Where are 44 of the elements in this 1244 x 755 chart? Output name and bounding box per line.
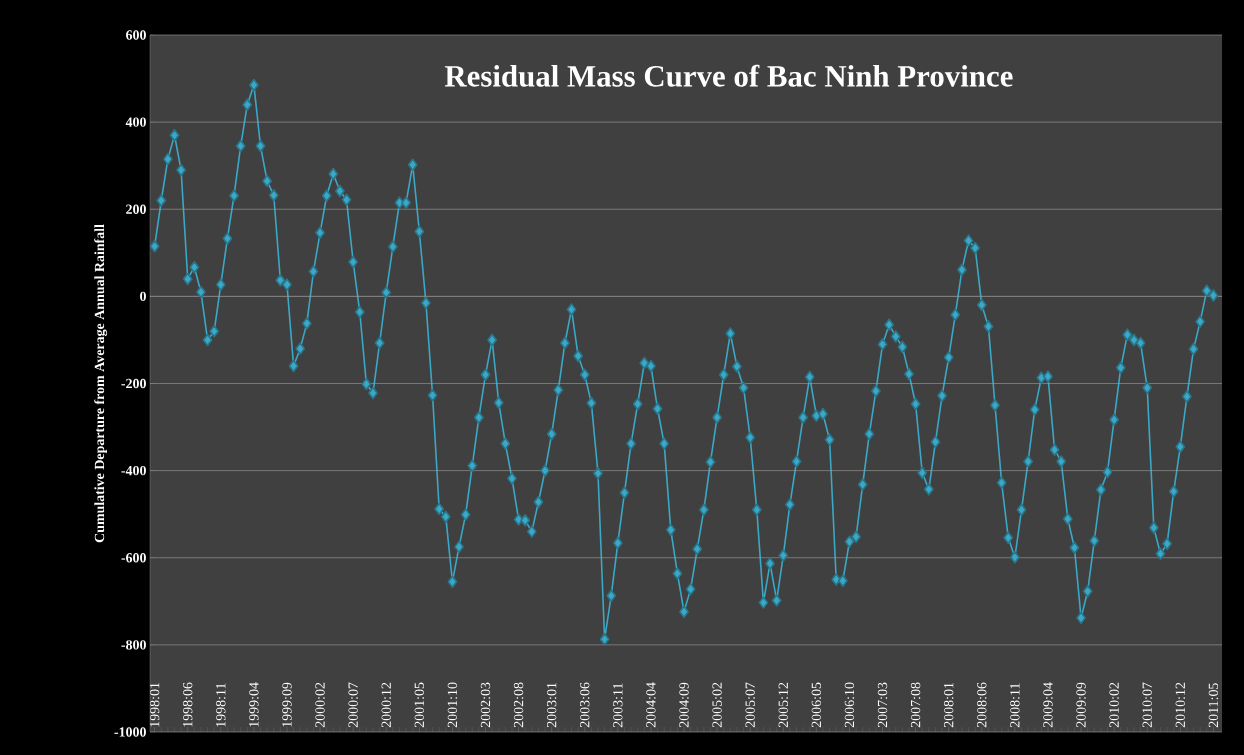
x-tick-label: 2003:06 <box>580 682 590 728</box>
y-axis-title: Cumulative Departure from Average Annual Rainfall <box>94 224 108 543</box>
x-tick-label: 2005:12 <box>778 682 789 728</box>
y-tick-label: -1000 <box>114 727 146 737</box>
x-tick-label: 2000:12 <box>381 682 391 728</box>
x-tick-label: 2006:05 <box>811 682 822 728</box>
x-tick-label: 2003:11 <box>613 683 623 728</box>
x-tick-label: 2007:08 <box>910 682 921 728</box>
y-tick-label: -600 <box>121 553 146 563</box>
x-tick-label: 2010:12 <box>1175 682 1186 728</box>
x-tick-label: 2000:02 <box>315 682 325 728</box>
y-tick-label: 400 <box>125 117 146 127</box>
y-tick-label: -400 <box>121 465 146 476</box>
x-tick-label: 2006:10 <box>844 682 855 728</box>
y-tick-label: 0 <box>140 291 146 302</box>
x-tick-label: 2008:11 <box>1010 683 1020 728</box>
x-tick-label: 1999:04 <box>249 682 259 727</box>
x-tick-label: 2008:01 <box>943 682 954 728</box>
x-tick-label: 1998:01 <box>149 682 160 727</box>
x-tick-label: 1998:06 <box>182 682 193 727</box>
x-tick-label: 2007:03 <box>877 682 888 728</box>
x-tick-label: 2002:08 <box>513 682 524 728</box>
x-tick-label: 2009:04 <box>1043 682 1053 728</box>
x-tick-label: 2005:02 <box>712 682 722 728</box>
x-tick-label: 2005:07 <box>745 682 755 728</box>
x-tick-label: 1999:09 <box>282 682 292 727</box>
x-tick-label: 2010:02 <box>1109 682 1119 728</box>
x-tick-label: 2010:07 <box>1142 682 1152 728</box>
x-tick-label: 2002:03 <box>480 682 491 728</box>
x-tick-label: 2004:04 <box>646 682 656 728</box>
x-tick-label: 2001:05 <box>414 682 425 728</box>
y-tick-label: -200 <box>121 378 146 389</box>
x-tick-label: 2004:09 <box>679 682 689 728</box>
x-tick-label: 2009:09 <box>1076 682 1086 728</box>
x-tick-label: 2003:01 <box>546 682 557 728</box>
x-tick-label: 2011:05 <box>1208 683 1219 728</box>
y-tick-label: 600 <box>126 30 146 40</box>
y-tick-label: 200 <box>126 204 146 214</box>
x-tick-label: 2008:06 <box>977 682 987 728</box>
y-tick-label: -800 <box>121 640 146 650</box>
x-tick-label: 1998:11 <box>216 683 226 727</box>
x-tick-label: 2000:07 <box>348 682 358 728</box>
x-tick-label: 2001:10 <box>447 682 458 728</box>
text: Residual Mass Curve of Bac Ninh Province <box>444 64 1013 87</box>
